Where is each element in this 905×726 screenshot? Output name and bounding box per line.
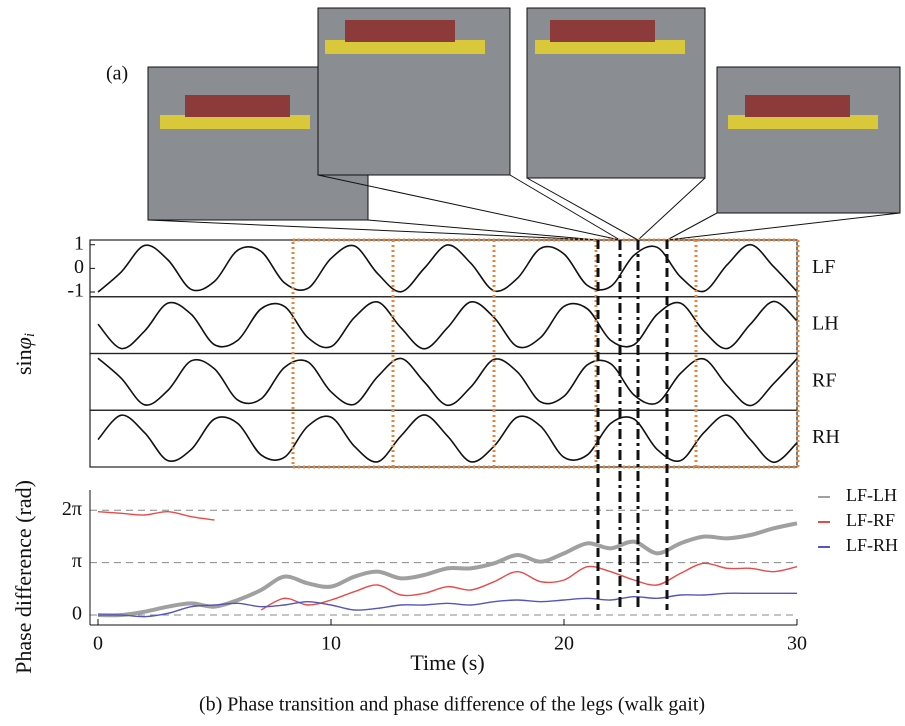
panel-name: RH <box>812 426 840 448</box>
y-label-text: sin <box>11 349 36 375</box>
x-tick-label: 20 <box>554 633 574 655</box>
y-tick-label: -1 <box>67 280 84 302</box>
panel-frame <box>89 352 798 411</box>
panel-label: (a) <box>106 63 128 85</box>
photo-detail <box>185 95 290 117</box>
annotations <box>291 238 800 610</box>
panel-name: LH <box>812 313 839 335</box>
y-tick-label: 0 <box>72 603 82 625</box>
phase-chart: 0 π 2π 0 10 20 30 LF-LH LF-RF LF-RH Time (s) Phase … <box>11 480 898 675</box>
panel-frame <box>89 239 798 298</box>
photo-detail <box>728 115 878 129</box>
series-line <box>97 300 798 350</box>
series-line <box>97 510 798 611</box>
x-tick-label: 0 <box>93 633 103 655</box>
series-line <box>97 521 798 618</box>
legend-label: LF-RH <box>846 535 898 555</box>
panel-name: RF <box>812 369 836 391</box>
legend-label: LF-RF <box>846 510 895 530</box>
panel-frame <box>89 409 798 468</box>
photo-detail <box>550 20 655 42</box>
panel-frame <box>89 296 798 355</box>
panel-name: LF <box>812 256 835 278</box>
y-label-sub: i <box>22 333 38 337</box>
photo <box>716 66 901 214</box>
sin-panels: 10-1 LF LH RF RH sinφi <box>11 232 840 468</box>
y-axis-label: Phase difference (rad) <box>11 480 36 674</box>
photo-detail <box>745 95 850 117</box>
series-line <box>97 414 798 464</box>
photo-detail <box>345 20 455 42</box>
x-tick-label: 10 <box>321 633 341 655</box>
y-label-symbol: φ <box>11 337 36 349</box>
series-line <box>97 243 798 293</box>
y-tick-label: π <box>72 550 82 572</box>
series-line <box>97 592 797 618</box>
photo-detail <box>535 40 685 54</box>
y-axis-label: sinφi <box>11 333 38 375</box>
legend-label: LF-LH <box>846 485 897 505</box>
y-tick-label: 0 <box>74 256 84 278</box>
photo-detail <box>325 40 485 54</box>
connectors <box>147 174 901 241</box>
x-tick-label: 30 <box>787 633 807 655</box>
highlight-box <box>291 238 800 469</box>
x-axis-label: Time (s) <box>410 650 484 675</box>
y-tick-label: 1 <box>74 232 84 254</box>
y-tick-label: 2π <box>62 498 82 520</box>
caption: (b) Phase transition and phase differenc… <box>199 694 705 716</box>
photo-detail <box>160 115 310 129</box>
series-line <box>97 357 798 407</box>
photos <box>147 7 901 241</box>
